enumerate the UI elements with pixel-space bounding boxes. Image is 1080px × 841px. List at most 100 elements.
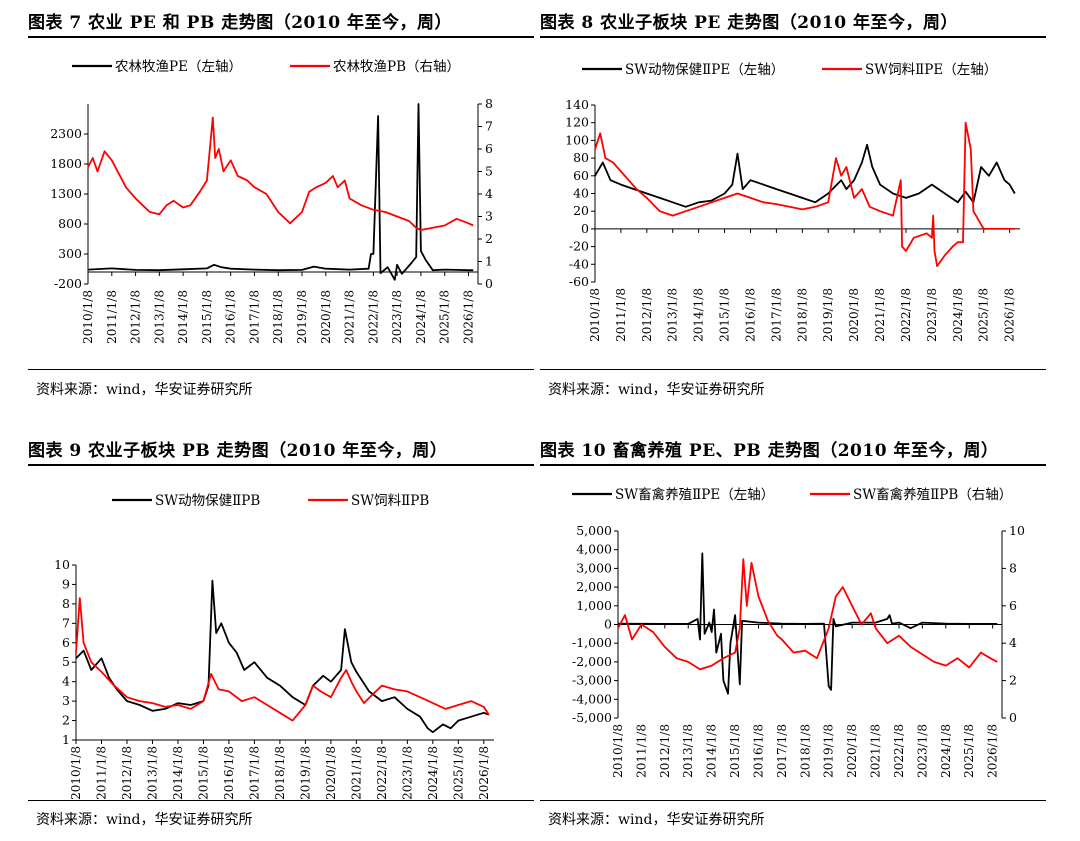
legend-label-0: SW动物保健ⅡPE（左轴）	[625, 62, 784, 78]
y-tick-label-left: 300	[58, 246, 82, 261]
y-tick-label-left: 4,000	[576, 542, 612, 557]
chart-source: 资料来源：wind，华安证券研究所	[36, 382, 253, 398]
x-tick-label: 2011/1/8	[105, 290, 119, 344]
y-tick-label-left: 9	[62, 576, 70, 591]
x-tick-label: 2010/1/8	[81, 290, 95, 344]
y-tick-label-left: 2	[62, 713, 70, 728]
chart-svg: -5,000 -4,000 -3,000 -2,000 -1,000 0 1,000 2,00…	[572, 486, 1025, 778]
x-tick-label: 2012/1/8	[658, 724, 672, 778]
x-tick-label: 2024/1/8	[426, 746, 440, 800]
y-tick-label-left: 0	[581, 221, 589, 236]
x-tick-label: 2018/1/8	[795, 288, 809, 342]
x-tick-label: 2014/1/8	[692, 288, 706, 342]
x-tick-label: 2011/1/8	[94, 746, 108, 800]
legend-label-1: 农林牧渔PB（右轴）	[333, 59, 460, 75]
y-tick-label-left: 3	[62, 693, 70, 708]
x-tick-label: 2026/1/8	[986, 724, 1000, 778]
x-tick-label: 2024/1/8	[951, 288, 965, 342]
y-tick-label-left: 1300	[50, 186, 82, 201]
chart-title: 图表 7 农业 PE 和 PB 走势图（2010 年至今，周）	[28, 13, 452, 33]
y-tick-label-left: 60	[573, 168, 589, 183]
chart-source: 资料来源：wind，华安证券研究所	[548, 812, 765, 828]
y-tick-label-right: 6	[485, 141, 493, 156]
x-tick-label: 2012/1/8	[120, 746, 134, 800]
x-tick-label: 2019/1/8	[822, 724, 836, 778]
chart-source: 资料来源：wind，华安证券研究所	[548, 382, 765, 398]
series-line-1	[75, 597, 490, 722]
y-tick-label-right: 6	[1009, 598, 1017, 613]
x-tick-label: 2016/1/8	[224, 290, 238, 344]
x-tick-label: 2012/1/8	[129, 290, 143, 344]
y-tick-label-left: -200	[54, 276, 82, 291]
y-tick-label-left: -40	[569, 256, 589, 271]
x-tick-label: 2020/1/8	[319, 290, 333, 344]
x-tick-label: 2022/1/8	[366, 290, 380, 344]
series-line-1	[617, 558, 998, 671]
x-tick-label: 2020/1/8	[847, 288, 861, 342]
series-line-1	[87, 116, 474, 231]
x-tick-label: 2015/1/8	[196, 746, 210, 800]
y-tick-label-left: 120	[565, 115, 589, 130]
legend-label-1: SW畜禽养殖ⅡPB（右轴）	[853, 486, 1012, 503]
chart-title: 图表 8 农业子板块 PE 走势图（2010 年至今，周）	[540, 13, 958, 33]
y-tick-label-left: 40	[573, 186, 589, 201]
y-tick-label-left: 4	[62, 674, 70, 689]
chart-svg: -200 300 800 1300 1800 2300 0 1 2 3 4 5 6 7 8 2010/1/8 2…	[50, 59, 493, 344]
x-tick-label: 2024/1/8	[939, 724, 953, 778]
x-tick-label: 2026/1/8	[461, 290, 475, 344]
source-rule	[540, 800, 1046, 801]
y-tick-label-right: 4	[485, 186, 493, 201]
y-tick-label-left: 140	[565, 97, 589, 112]
title-rule	[540, 36, 1046, 38]
x-tick-label: 2010/1/8	[69, 746, 83, 800]
x-tick-label: 2022/1/8	[892, 724, 906, 778]
x-tick-label: 2021/1/8	[873, 288, 887, 342]
series-line-0	[87, 103, 474, 281]
x-tick-label: 2025/1/8	[451, 746, 465, 800]
x-tick-label: 2025/1/8	[962, 724, 976, 778]
x-tick-label: 2019/1/8	[298, 746, 312, 800]
x-tick-label: 2021/1/8	[869, 724, 883, 778]
series-line-0	[594, 143, 1016, 208]
legend-label-0: SW动物保健ⅡPB	[155, 493, 260, 509]
series-line-1	[594, 121, 1015, 268]
source-rule	[28, 369, 534, 370]
x-tick-label: 2023/1/8	[390, 290, 404, 344]
x-tick-label: 2016/1/8	[751, 724, 765, 778]
y-tick-label-left: 5,000	[576, 523, 612, 538]
x-tick-label: 2015/1/8	[728, 724, 742, 778]
y-tick-label-left: 5	[62, 654, 70, 669]
title-rule	[28, 464, 534, 466]
y-tick-label-left: -60	[569, 274, 589, 289]
series-line-0	[617, 552, 998, 695]
x-tick-label: 2026/1/8	[477, 746, 491, 800]
x-tick-label: 2022/1/8	[375, 746, 389, 800]
y-tick-label-left: 20	[573, 203, 589, 218]
x-tick-label: 2021/1/8	[343, 290, 357, 344]
x-tick-label: 2011/1/8	[614, 288, 628, 342]
y-tick-label-left: 800	[58, 216, 82, 231]
x-tick-label: 2017/1/8	[769, 288, 783, 342]
x-tick-label: 2022/1/8	[899, 288, 913, 342]
legend-label-1: SW饲料ⅡPB	[351, 493, 429, 509]
x-tick-label: 2010/1/8	[611, 724, 625, 778]
x-tick-label: 2023/1/8	[915, 724, 929, 778]
y-tick-label-left: 80	[573, 150, 589, 165]
x-tick-label: 2020/1/8	[324, 746, 338, 800]
legend-label-0: SW畜禽养殖ⅡPE（左轴）	[615, 486, 774, 503]
x-tick-label: 2023/1/8	[925, 288, 939, 342]
y-tick-label-left: 2,000	[576, 579, 612, 594]
y-tick-label-right: 5	[485, 164, 493, 179]
y-tick-label-right: 4	[1009, 635, 1017, 650]
x-tick-label: 2016/1/8	[222, 746, 236, 800]
x-tick-label: 2018/1/8	[798, 724, 812, 778]
y-tick-label-right: 7	[485, 119, 493, 134]
y-tick-label-left: -5,000	[572, 710, 612, 725]
x-tick-label: 2021/1/8	[349, 746, 363, 800]
x-tick-label: 2014/1/8	[176, 290, 190, 344]
y-tick-label-left: -3,000	[572, 673, 612, 688]
y-tick-label-left: -20	[569, 239, 589, 254]
x-tick-label: 2019/1/8	[821, 288, 835, 342]
x-tick-label: 2013/1/8	[145, 746, 159, 800]
y-tick-label-left: 8	[62, 596, 70, 611]
